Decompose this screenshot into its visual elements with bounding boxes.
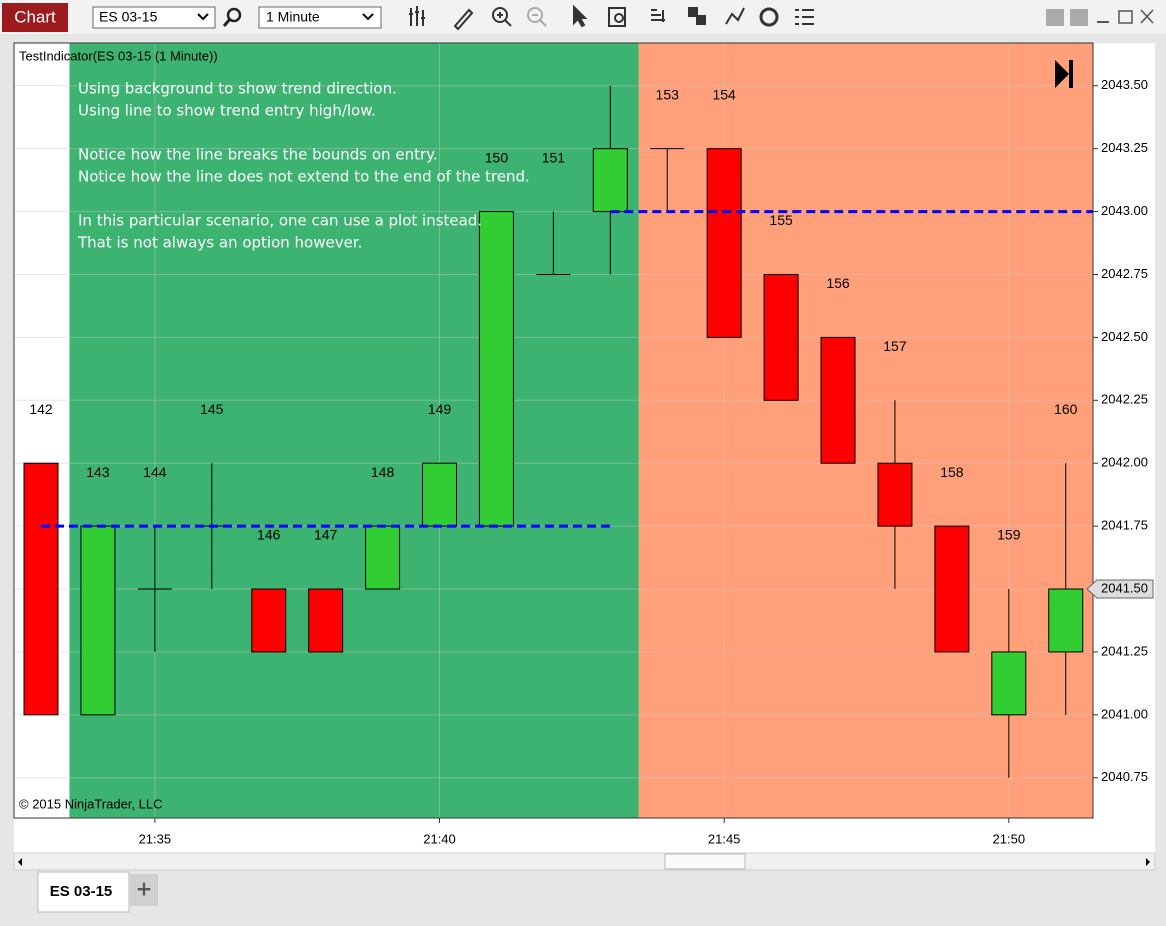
y-tick-label: 2041.25 [1101, 643, 1148, 658]
bar-number: 144 [143, 464, 167, 480]
bar-number: 160 [1054, 401, 1078, 417]
bar-number: 156 [826, 275, 850, 291]
x-tick-label: 21:45 [708, 831, 741, 846]
bar-number: 159 [997, 527, 1021, 543]
trend-background [69, 43, 639, 818]
y-tick-label: 2041.00 [1101, 706, 1148, 721]
search-icon[interactable] [226, 7, 242, 23]
plot [14, 43, 1093, 818]
y-tick-label: 2041.75 [1101, 518, 1148, 533]
search-icon-handle [222, 18, 232, 27]
candle-body [80, 525, 116, 716]
instrument-label: ES 03-15 [99, 9, 158, 25]
bar-number: 143 [86, 464, 110, 480]
scroll-left[interactable] [18, 858, 22, 866]
y-tick-label: 2042.00 [1101, 455, 1148, 470]
bar-number: 146 [257, 527, 281, 543]
annotation: Using background to show trend direction… [78, 80, 397, 98]
bar-number: 157 [883, 338, 907, 354]
bar-number: 150 [485, 149, 509, 165]
interval-select[interactable] [258, 6, 382, 29]
x-tick-label: 21:35 [139, 831, 172, 846]
candle-body [934, 525, 970, 653]
candle-body [877, 462, 913, 527]
y-tick-label: 2043.25 [1101, 140, 1148, 155]
candle-body [991, 651, 1027, 716]
candle-body [706, 148, 742, 338]
candle-body [820, 336, 856, 464]
app-label: Chart [14, 7, 56, 26]
bar-number: 153 [656, 86, 680, 102]
candle-body [23, 462, 59, 716]
scroll-right[interactable] [1146, 858, 1150, 866]
annotation: That is not always an option however. [77, 234, 362, 252]
dropdown-arrow [362, 13, 374, 21]
y-tick-label: 2043.00 [1101, 203, 1148, 218]
x-tick-label: 21:40 [423, 831, 456, 846]
candle-body [308, 588, 344, 653]
y-tick-label: 2042.75 [1101, 266, 1148, 281]
bar-number: 145 [200, 401, 224, 417]
bar-number: 155 [769, 212, 793, 228]
last-price-label: 2041.50 [1101, 580, 1148, 595]
add-tab[interactable] [130, 874, 158, 906]
annotation: Notice how the line breaks the bounds on… [78, 146, 438, 164]
interval-label: 1 Minute [266, 9, 320, 25]
candle-body [365, 525, 401, 590]
candle-body [422, 462, 458, 527]
bar-number: 151 [542, 149, 566, 165]
dropdown-arrow [197, 13, 209, 21]
close-button[interactable] [1140, 9, 1154, 24]
scroll-thumb[interactable] [664, 853, 746, 870]
bar-number: 149 [428, 401, 452, 417]
tab-bar [0, 872, 1166, 926]
window-button[interactable] [1046, 9, 1064, 26]
bar-number: 148 [371, 464, 395, 480]
indicator-title: TestIndicator(ES 03-15 (1 Minute)) [19, 48, 218, 63]
candle-body [251, 588, 287, 653]
annotation: Using line to show trend entry high/low. [78, 102, 376, 120]
y-tick-label: 2043.50 [1101, 77, 1148, 92]
candle-body [1048, 588, 1084, 653]
x-tick-label: 21:50 [993, 831, 1026, 846]
y-tick-label: 2040.75 [1101, 769, 1148, 784]
bar-number: 142 [29, 401, 53, 417]
maximize-button[interactable] [1118, 10, 1133, 24]
annotation: In this particular scenario, one can use… [78, 212, 482, 230]
candle-body [592, 148, 628, 213]
y-tick-label: 2042.50 [1101, 329, 1148, 344]
toolbar-icons[interactable] [409, 4, 814, 31]
candle-body [478, 211, 514, 527]
copyright: © 2015 NinjaTrader, LLC [19, 796, 163, 811]
tab-label: ES 03-15 [50, 883, 113, 900]
scroll-end-icon[interactable] [1055, 60, 1073, 88]
annotation: Notice how the line does not extend to t… [78, 168, 530, 186]
bar-number: 147 [314, 527, 338, 543]
last-price-marker [1086, 579, 1154, 599]
instrument-select[interactable] [92, 6, 216, 29]
add-tab-label: + [136, 877, 153, 901]
candle-body [763, 273, 799, 401]
tab[interactable] [37, 871, 130, 913]
scrollbar[interactable] [13, 852, 1156, 871]
y-tick-label: 2042.25 [1101, 392, 1148, 407]
app-button[interactable] [2, 3, 68, 32]
bar-number: 154 [712, 86, 736, 102]
window-button[interactable] [1070, 9, 1088, 26]
bar-number: 158 [940, 464, 964, 480]
